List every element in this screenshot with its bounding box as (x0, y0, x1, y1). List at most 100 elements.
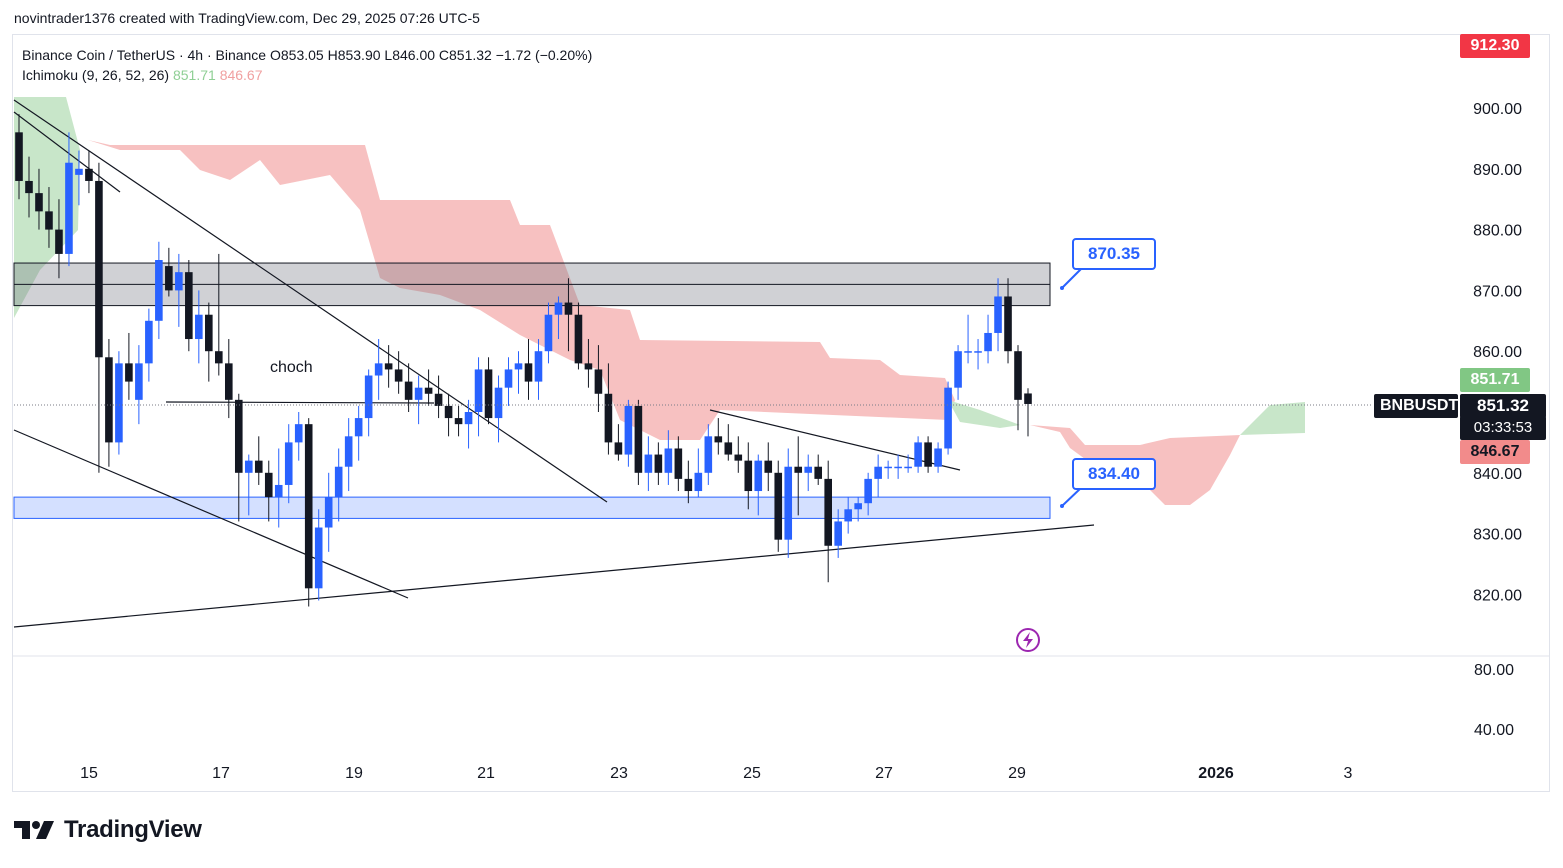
candle-body (734, 454, 743, 461)
candle (244, 454, 253, 516)
candle-body (664, 448, 673, 473)
choch-label: choch (270, 359, 313, 376)
candle (544, 302, 553, 364)
price-axis-tick: 870.00 (1473, 283, 1522, 300)
callout-upper-level[interactable]: 870.35 (1072, 238, 1156, 270)
candle (654, 442, 663, 485)
price-axis-tick: 900.00 (1473, 101, 1522, 118)
choch-line (165, 401, 435, 404)
candle-body (504, 369, 513, 388)
legend-symbol-ohlc[interactable]: Binance Coin / TetherUS · 4h · Binance O… (22, 47, 593, 63)
candle-body (654, 454, 663, 473)
candle-body (624, 405, 633, 455)
lightning-icon[interactable] (1016, 628, 1040, 652)
ichimoku-label: Ichimoku (9, 26, 52, 26) (22, 67, 170, 83)
candle (224, 339, 233, 419)
candle-body (484, 369, 493, 419)
candle-body (914, 442, 922, 467)
price-axis-tick: 820.00 (1473, 587, 1522, 604)
candle-body (35, 193, 43, 212)
candle (574, 302, 583, 370)
candle (694, 448, 703, 498)
candle (994, 278, 1002, 352)
candle-body (934, 448, 942, 467)
cloud-red-main (88, 140, 955, 440)
candle (314, 509, 323, 601)
legend-ichimoku[interactable]: Ichimoku (9, 26, 52, 26) 851.71 846.67 (22, 65, 592, 85)
candle (644, 436, 653, 492)
candle (85, 150, 93, 194)
price-tag-span-a: 851.71 (1460, 368, 1530, 392)
callout-upper-dot (1060, 286, 1064, 290)
chart-frame (12, 34, 1550, 792)
chart-legend: Binance Coin / TetherUS · 4h · Binance O… (22, 45, 592, 85)
candle (714, 418, 723, 455)
candle-body (15, 132, 23, 181)
candle-body (774, 472, 783, 540)
tradingview-logo[interactable]: TradingView (14, 816, 202, 844)
candle-body (614, 442, 623, 455)
trendline-upper-descending-2 (13, 111, 121, 193)
candle (754, 454, 763, 516)
time-axis-tick: 19 (345, 765, 363, 782)
candle-body (874, 466, 882, 479)
callout-lower-pointer (1061, 486, 1083, 507)
trendline-upper-descending (13, 99, 608, 503)
candle (414, 375, 423, 425)
candle-body (954, 351, 962, 388)
candle (804, 454, 813, 492)
candle-body (584, 363, 593, 370)
candle-body (454, 418, 463, 425)
time-axis-tick: 15 (80, 765, 98, 782)
time-axis-tick: 23 (610, 765, 628, 782)
candle (764, 442, 773, 492)
candle-body (964, 351, 972, 353)
candle (45, 187, 53, 248)
cloud-green-future (1240, 402, 1305, 435)
candle-body (894, 466, 902, 469)
candle (914, 436, 922, 473)
candle (404, 363, 413, 412)
candle-body (205, 314, 213, 352)
candle (554, 296, 563, 340)
candle (165, 247, 173, 297)
candle-body (854, 503, 862, 510)
candle-body (254, 460, 263, 473)
candle-body (45, 211, 53, 230)
candle-body (594, 369, 603, 394)
candle (564, 278, 573, 352)
candle (814, 454, 823, 485)
candle-body (175, 272, 183, 291)
candle (344, 418, 353, 492)
candle-body (824, 478, 832, 546)
candle-body (544, 314, 553, 352)
candle (155, 241, 163, 340)
callout-lower-level[interactable]: 834.40 (1072, 458, 1156, 490)
candle (744, 442, 753, 510)
candle (964, 314, 972, 364)
candle-body (464, 412, 473, 425)
candle (844, 497, 852, 534)
candle-body (364, 375, 373, 419)
candle-body (764, 460, 773, 473)
candle-body (554, 302, 563, 315)
candle-body (794, 466, 803, 473)
candle (125, 332, 133, 400)
candle (25, 156, 33, 218)
candle (175, 253, 183, 327)
candle-body (1004, 296, 1012, 352)
volume-axis-tick: 80.00 (1474, 662, 1514, 679)
candle (954, 345, 962, 400)
candle (205, 302, 213, 382)
price-tag-span-b: 846.67 (1460, 440, 1530, 464)
candle-body (1024, 393, 1032, 404)
support-zone (13, 496, 1051, 519)
candle (504, 357, 513, 406)
time-axis: 15 17 19 21 23 25 27 29 2026 3 (80, 765, 1352, 782)
candle-body (474, 369, 483, 412)
price-axis-tick: 840.00 (1473, 466, 1522, 483)
candle (834, 509, 842, 558)
candle-body (65, 162, 73, 254)
time-axis-tick: 25 (743, 765, 761, 782)
